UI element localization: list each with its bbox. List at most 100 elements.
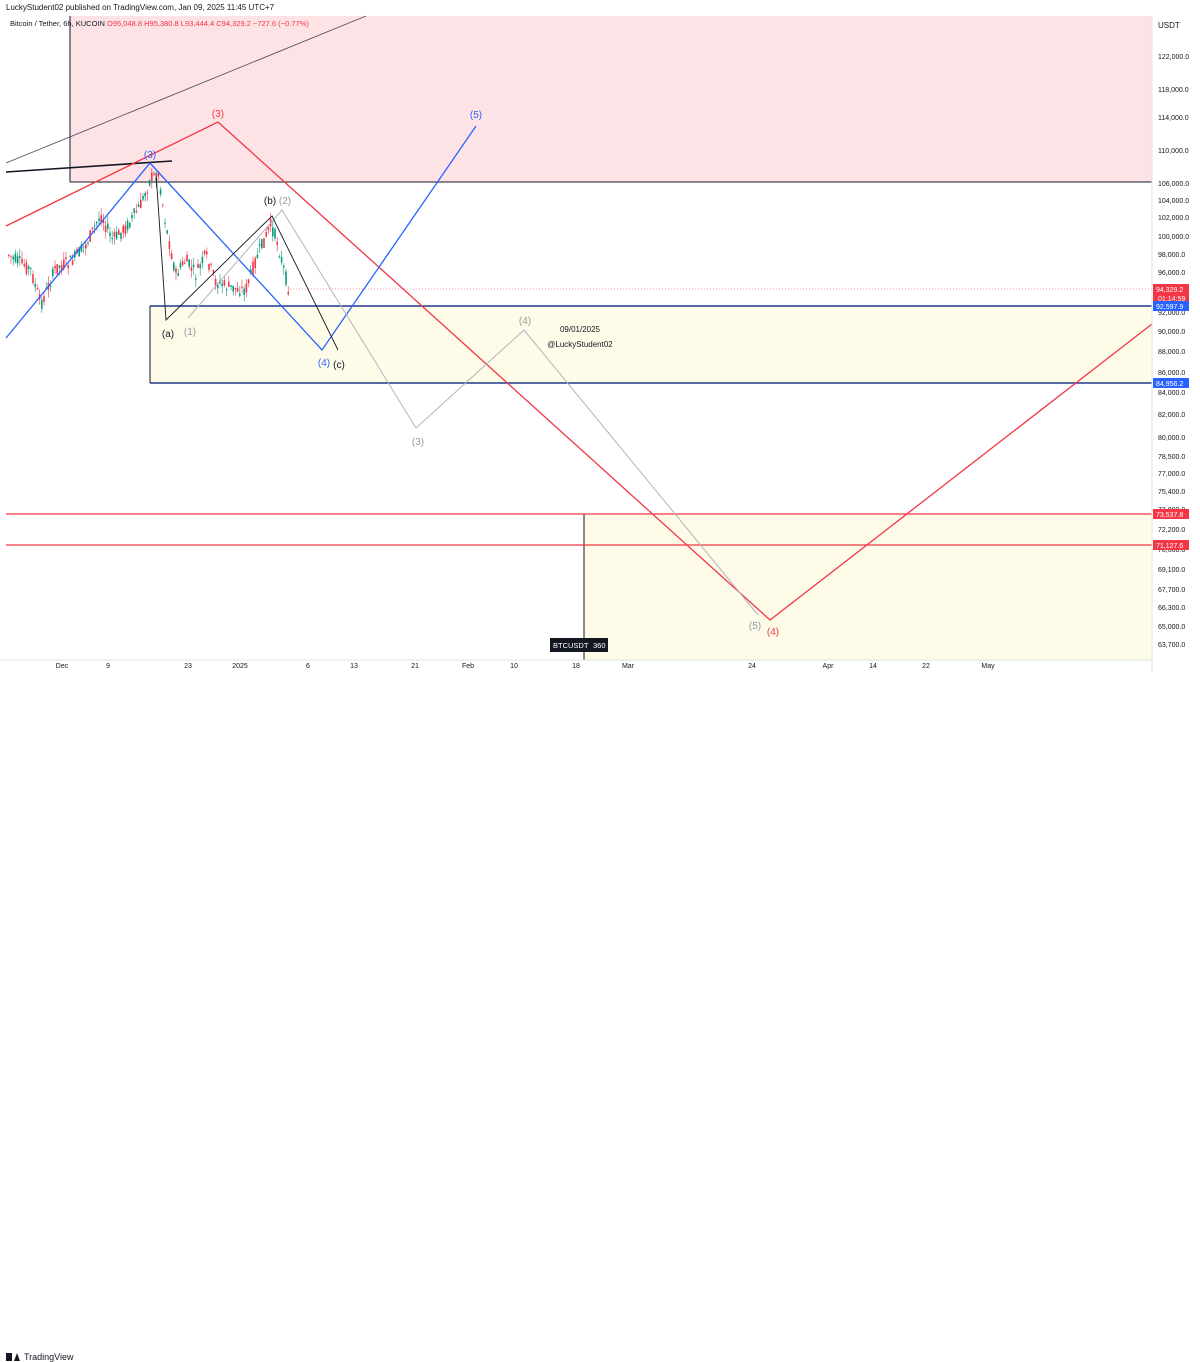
candle-body: [243, 288, 245, 295]
candle-body: [34, 284, 36, 287]
candle-body: [214, 278, 217, 286]
price-tick-label: 110,000.0: [1158, 148, 1189, 155]
candle-body: [192, 264, 195, 268]
price-tick-label: 88,000.0: [1158, 349, 1185, 356]
price-label-text: 94,329.2: [1156, 287, 1183, 294]
time-tick-label: 9: [106, 663, 110, 670]
candle-body: [124, 225, 127, 235]
upper-trendline: [5, 15, 367, 164]
candle-body: [285, 271, 287, 285]
candle-body: [197, 263, 199, 268]
candle-body: [276, 241, 278, 246]
time-tick-label: 23: [184, 663, 192, 670]
candle-body: [206, 251, 208, 255]
candle-body: [115, 231, 118, 239]
price-tick-label: 69,100.0: [1158, 567, 1185, 574]
candle-body: [195, 278, 197, 280]
price-tick-label: 118,000.0: [1158, 87, 1189, 94]
candle-body: [177, 272, 179, 276]
candle-body: [203, 250, 206, 254]
axis-currency-label[interactable]: USDT: [1158, 21, 1180, 30]
candle-body: [32, 274, 34, 284]
price-tick-label: 104,000.0: [1158, 198, 1189, 205]
gray-wave-2-label: (2): [279, 196, 291, 207]
candle-body: [173, 262, 175, 271]
candle-body: [91, 227, 94, 230]
candle-body: [98, 218, 100, 221]
candle-body: [58, 265, 61, 268]
candle-body: [148, 180, 151, 186]
candle-body: [287, 292, 289, 295]
gray-wave-3-label: (3): [412, 437, 424, 448]
red-wave-4-label: (4): [767, 627, 779, 638]
price-tick-label: 67,700.0: [1158, 587, 1185, 594]
candle-body: [107, 223, 109, 229]
candle-body: [100, 215, 102, 223]
time-tick-label: 6: [306, 663, 310, 670]
candle-body: [153, 173, 155, 175]
candle-body: [228, 281, 230, 287]
candle-body: [133, 208, 135, 213]
candle-body: [126, 220, 129, 230]
candle-body: [250, 269, 252, 274]
candle-body: [225, 289, 228, 291]
time-tick-label: 18: [572, 663, 580, 670]
candle-body: [278, 256, 281, 258]
price-chart[interactable]: (3) (4) (3) (4) (5) (1) (2) (3) (4) (5) …: [0, 0, 1200, 695]
candle-body: [113, 232, 116, 237]
tradingview-logo[interactable]: TradingView: [6, 1352, 74, 1362]
candle-body: [188, 259, 190, 267]
candle-body: [56, 264, 58, 274]
candle-body: [16, 256, 19, 264]
candle-body: [245, 283, 248, 293]
candle-body: [14, 253, 17, 262]
price-label-text: 92,597.9: [1156, 304, 1183, 311]
price-label-countdown: 01:14:59: [1158, 296, 1185, 303]
annotation-author: @LuckyStudent02: [547, 340, 613, 349]
target-zone: [584, 514, 1152, 660]
candle-body: [104, 225, 107, 232]
time-tick-label: Dec: [56, 663, 69, 670]
candle-body: [144, 193, 146, 197]
candle-body: [137, 204, 140, 208]
time-tick-label: May: [981, 663, 995, 670]
price-tick-label: 114,000.0: [1158, 115, 1189, 122]
candle-body: [221, 283, 223, 287]
candle-body: [280, 257, 283, 263]
price-tick-label: 77,000.0: [1158, 471, 1185, 478]
price-label-text: 71,127.6: [1156, 543, 1183, 550]
time-tick-label: 21: [411, 663, 419, 670]
candle-body: [135, 211, 138, 213]
price-label-bg: [1153, 540, 1189, 550]
red-wave-path: [5, 121, 1153, 621]
watermark-value: 360: [593, 641, 606, 650]
candle-body: [36, 288, 39, 290]
price-label-bg: [1153, 509, 1189, 519]
price-tick-label: 80,000.0: [1158, 435, 1185, 442]
candle-body: [175, 268, 177, 273]
price-tick-label: 96,000.0: [1158, 270, 1185, 277]
time-tick-label: 24: [748, 663, 756, 670]
time-axis-ticks: Dec 9 23 2025 6 13 21 Feb 10 18 Mar 24 Apr 14 22 May: [56, 663, 995, 670]
candle-body: [93, 225, 96, 227]
candle-body: [267, 227, 270, 231]
resistance-zone: [70, 16, 1152, 182]
red-wave-3-label: (3): [212, 109, 224, 120]
candle-body: [162, 204, 164, 206]
candle-body: [230, 285, 232, 287]
candle-body: [87, 242, 89, 244]
candle-body: [232, 285, 234, 292]
time-tick-label: 22: [922, 663, 930, 670]
publisher-bar: LuckyStudent02 published on TradingView.…: [0, 0, 1200, 16]
black-wave-a-label: (a): [162, 329, 174, 340]
candle-body: [82, 246, 85, 248]
candle-body: [179, 263, 182, 268]
publisher-text: LuckyStudent02 published on TradingView.…: [6, 3, 275, 12]
price-tick-label: 84,000.0: [1158, 390, 1185, 397]
candle-body: [131, 215, 133, 219]
blue-wave-path: [5, 125, 477, 352]
price-label-bg: [1153, 378, 1189, 388]
price-tick-label: 82,000.0: [1158, 412, 1185, 419]
price-label-bg: [1153, 284, 1189, 304]
candles: [8, 167, 289, 313]
